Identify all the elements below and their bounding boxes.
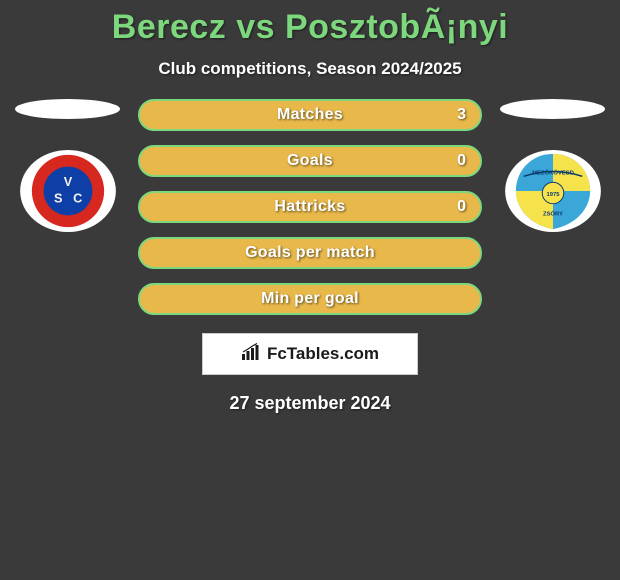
chart-icon — [241, 343, 263, 366]
stat-label: Matches — [277, 106, 343, 124]
left-club-badge-icon: V S C — [19, 149, 117, 233]
page-title: Berecz vs PosztobÃ¡nyi — [0, 8, 620, 47]
brand-box: FcTables.com — [202, 333, 418, 375]
svg-text:1975: 1975 — [546, 192, 560, 198]
svg-text:S: S — [53, 192, 61, 206]
svg-text:C: C — [73, 192, 82, 206]
subtitle: Club competitions, Season 2024/2025 — [0, 59, 620, 79]
stat-label: Min per goal — [261, 290, 359, 308]
stat-right-value: 3 — [457, 106, 466, 124]
left-player-marker — [15, 99, 120, 119]
stat-row-matches: Matches 3 — [138, 99, 482, 131]
left-column: V S C — [15, 99, 120, 233]
stat-label: Goals — [287, 152, 333, 170]
stats-column: Matches 3 Goals 0 Hattricks 0 Goals per … — [138, 99, 482, 315]
stat-row-min-per-goal: Min per goal — [138, 283, 482, 315]
svg-text:ZSÓRY: ZSÓRY — [543, 209, 563, 217]
infographic-root: Berecz vs PosztobÃ¡nyi Club competitions… — [0, 0, 620, 414]
svg-text:V: V — [63, 175, 72, 189]
stat-label: Goals per match — [245, 244, 375, 262]
brand-text: FcTables.com — [267, 344, 379, 364]
date-text: 27 september 2024 — [0, 393, 620, 414]
right-club-badge-icon: MEZŐKÖVESD ZSÓRY 1975 — [504, 149, 602, 233]
stat-label: Hattricks — [274, 198, 345, 216]
main-area: V S C Matches 3 Goals 0 Hattricks 0 — [0, 99, 620, 315]
right-player-marker — [500, 99, 605, 119]
right-column: MEZŐKÖVESD ZSÓRY 1975 — [500, 99, 605, 233]
svg-text:MEZŐKÖVESD: MEZŐKÖVESD — [532, 169, 574, 176]
stat-right-value: 0 — [457, 198, 466, 216]
stat-row-goals: Goals 0 — [138, 145, 482, 177]
stat-right-value: 0 — [457, 152, 466, 170]
stat-row-hattricks: Hattricks 0 — [138, 191, 482, 223]
stat-row-goals-per-match: Goals per match — [138, 237, 482, 269]
